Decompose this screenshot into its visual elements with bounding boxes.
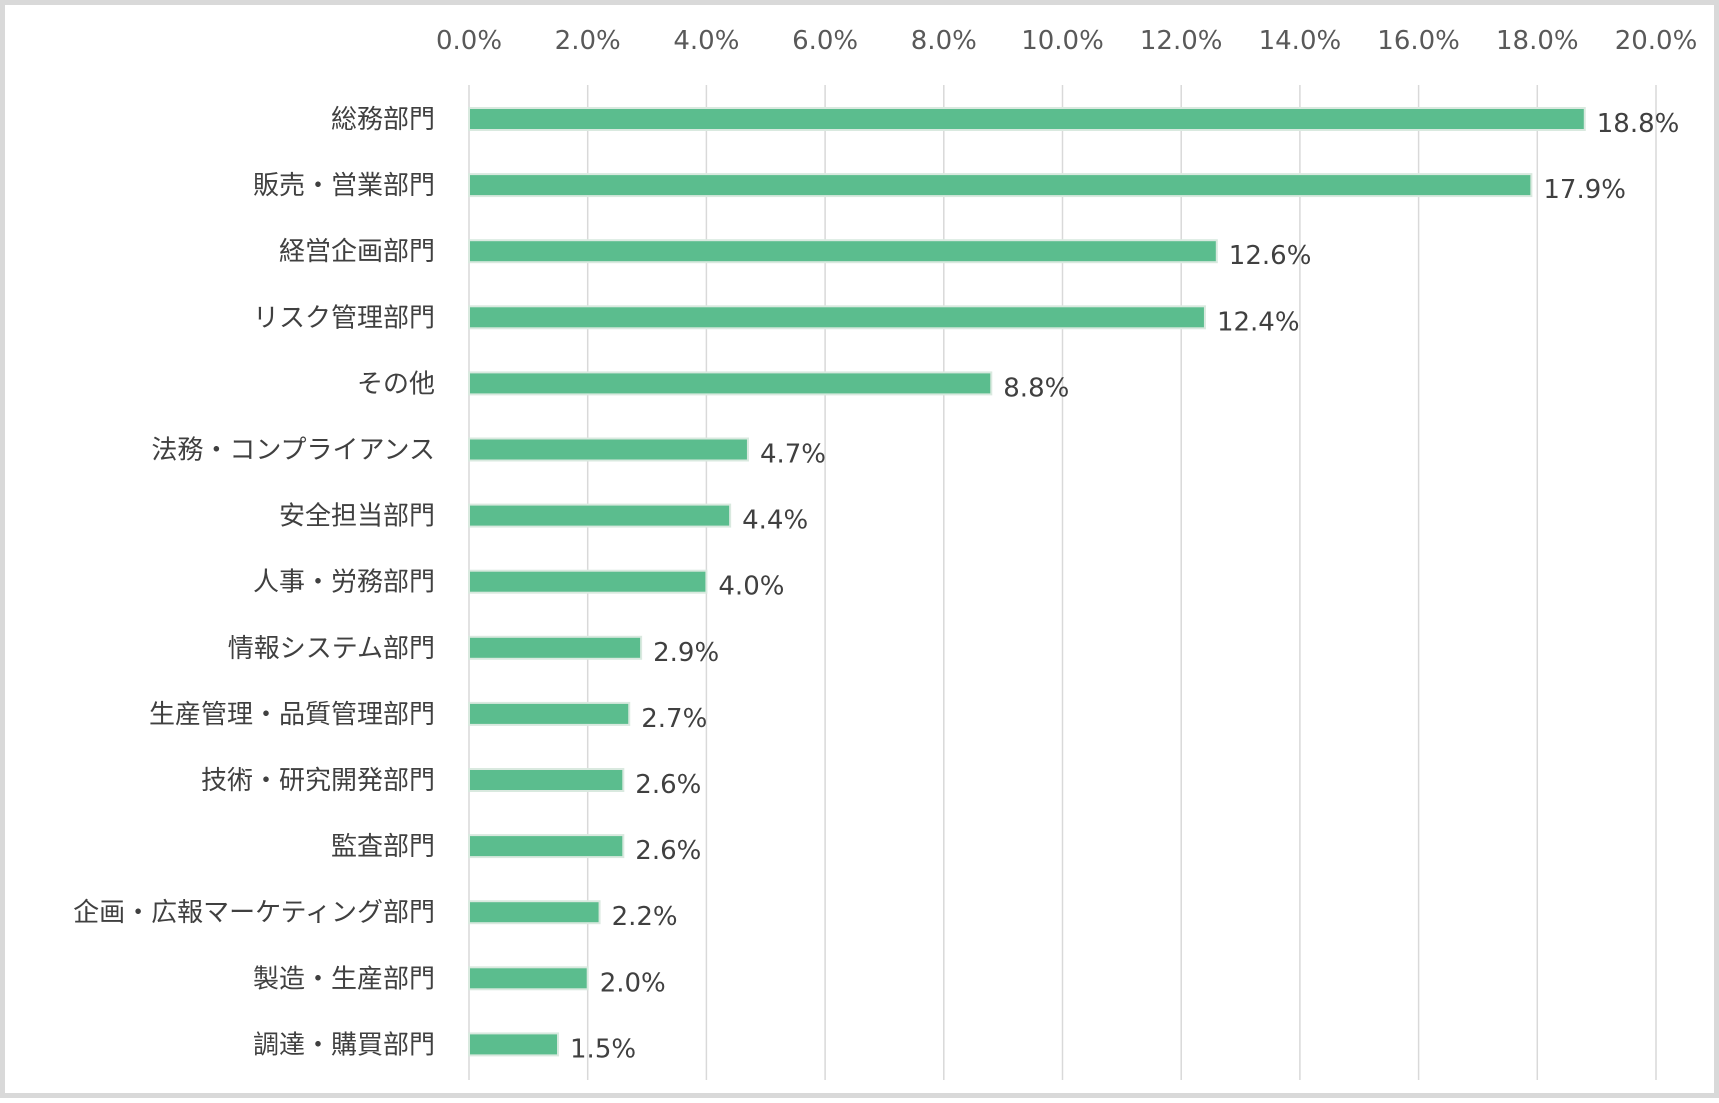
bars (468, 107, 1586, 1057)
x-tick-label: 14.0% (1259, 26, 1342, 56)
data-labels: 18.8% 17.9% 12.6% 12.4% 8.8% 4.7% 4.4% 4.0% 2.9%… (570, 109, 1679, 1064)
category-label: 生産管理・品質管理部門 (149, 700, 435, 730)
bar (468, 1032, 560, 1057)
bar (468, 768, 625, 792)
data-label: 4.7% (760, 440, 826, 470)
category-label: 技術・研究開発部門 (201, 766, 435, 796)
bar-chart: 0.0% 2.0% 4.0% 6.0% 8.0% 10.0% 12.0% 14.0% 16.0%… (73, 26, 1697, 1080)
category-labels: 総務部門販売・営業部門経営企画部門リスク管理部門その他法務・コンプライアンス安全… (73, 105, 435, 1060)
category-label: 人事・労務部門 (253, 568, 435, 598)
data-label: 4.4% (742, 506, 808, 536)
x-tick-label: 6.0% (792, 26, 858, 56)
category-label: 情報システム部門 (228, 634, 435, 664)
x-axis-tick-labels: 0.0% 2.0% 4.0% 6.0% 8.0% 10.0% 12.0% 14.0% 16.0%… (436, 26, 1697, 56)
x-tick-label: 8.0% (911, 26, 977, 56)
category-label: 監査部門 (331, 832, 435, 862)
x-tick-label: 0.0% (436, 26, 502, 56)
data-label: 12.4% (1217, 307, 1300, 337)
bar (468, 503, 732, 528)
data-label: 2.7% (641, 704, 707, 734)
data-label: 4.0% (718, 572, 784, 602)
x-tick-label: 18.0% (1496, 26, 1579, 56)
bar (468, 966, 589, 991)
category-label: 販売・営業部門 (253, 171, 435, 201)
bar (468, 834, 625, 859)
x-tick-label: 20.0% (1615, 26, 1698, 56)
data-label: 2.2% (612, 902, 678, 932)
category-label: その他 (357, 369, 435, 399)
category-label: 調達・購買部門 (253, 1030, 435, 1060)
x-tick-label: 12.0% (1140, 26, 1223, 56)
category-label: リスク管理部門 (253, 303, 435, 333)
data-label: 8.8% (1003, 373, 1069, 403)
category-label: 安全担当部門 (279, 502, 435, 532)
bar (468, 635, 643, 660)
data-label: 12.6% (1229, 241, 1312, 271)
data-label: 2.0% (600, 968, 666, 998)
category-label: 経営企画部門 (279, 237, 435, 267)
bar (468, 305, 1206, 330)
bar (468, 371, 993, 396)
data-label: 1.5% (570, 1034, 636, 1064)
category-label: 製造・生産部門 (253, 964, 435, 994)
data-label: 18.8% (1597, 109, 1680, 139)
data-label: 2.6% (635, 836, 701, 866)
data-label: 17.9% (1543, 175, 1626, 205)
data-label: 2.6% (635, 770, 701, 800)
bar (468, 701, 631, 726)
x-tick-label: 10.0% (1021, 26, 1104, 56)
bar (468, 900, 601, 925)
bar (468, 569, 708, 594)
data-label: 2.9% (653, 638, 719, 668)
bar (468, 239, 1218, 264)
category-label: 法務・コンプライアンス (151, 436, 435, 466)
category-label: 企画・広報マーケティング部門 (73, 898, 435, 928)
bar (468, 437, 749, 462)
bar (468, 107, 1586, 131)
x-tick-label: 4.0% (673, 26, 739, 56)
x-tick-label: 2.0% (555, 26, 621, 56)
x-tick-label: 16.0% (1377, 26, 1460, 56)
category-label: 総務部門 (331, 105, 435, 135)
bar (468, 173, 1533, 198)
